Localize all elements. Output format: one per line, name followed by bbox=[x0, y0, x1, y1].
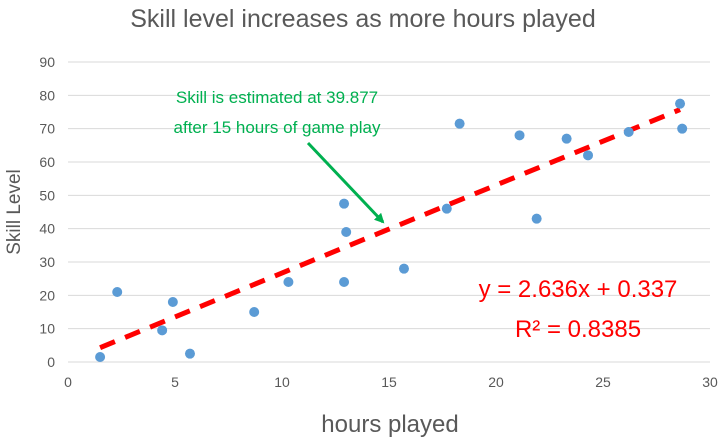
x-tick-labels: 0 5 10 15 20 25 30 bbox=[64, 374, 718, 390]
chart-title: Skill level increases as more hours play… bbox=[130, 5, 596, 33]
data-point bbox=[454, 118, 465, 129]
trendline bbox=[99, 107, 681, 351]
y-tick-label: 0 bbox=[47, 354, 55, 370]
annotation-line-2: after 15 hours of game play bbox=[174, 118, 381, 137]
y-tick-label: 80 bbox=[39, 87, 55, 103]
y-axis-title: Skill Level bbox=[4, 169, 25, 255]
x-tick-label: 10 bbox=[274, 374, 290, 390]
y-tick-label: 20 bbox=[39, 287, 55, 303]
data-point bbox=[249, 307, 260, 317]
data-point bbox=[583, 150, 594, 161]
x-tick-label: 5 bbox=[171, 374, 179, 390]
data-point bbox=[167, 297, 178, 307]
data-point bbox=[398, 263, 409, 274]
gridlines bbox=[68, 61, 710, 330]
data-points bbox=[95, 98, 688, 362]
y-tick-label: 50 bbox=[39, 187, 55, 203]
r-squared-label: R² = 0.8385 bbox=[515, 316, 641, 343]
data-point bbox=[514, 130, 525, 141]
data-point bbox=[112, 287, 123, 297]
data-point bbox=[95, 352, 106, 362]
data-point bbox=[283, 277, 294, 287]
y-tick-label: 90 bbox=[39, 54, 55, 70]
y-tick-labels: 0 10 20 30 40 50 60 70 80 90 bbox=[39, 54, 55, 370]
data-point bbox=[561, 133, 572, 144]
annotation-arrow bbox=[306, 141, 385, 224]
data-point bbox=[675, 98, 686, 109]
data-point bbox=[623, 127, 634, 137]
y-tick-label: 40 bbox=[39, 221, 55, 237]
x-tick-label: 30 bbox=[702, 374, 718, 390]
x-axis-title: hours played bbox=[321, 411, 458, 438]
y-tick-label: 30 bbox=[39, 254, 55, 270]
data-point bbox=[341, 227, 352, 237]
x-tick-label: 0 bbox=[64, 374, 72, 390]
data-point bbox=[184, 348, 195, 359]
y-tick-label: 70 bbox=[39, 121, 55, 137]
y-tick-label: 60 bbox=[39, 154, 55, 170]
data-point bbox=[441, 203, 452, 214]
trendline-equation: y = 2.636x + 0.337 bbox=[479, 276, 678, 303]
x-tick-label: 20 bbox=[488, 374, 504, 390]
x-tick-label: 15 bbox=[381, 374, 397, 390]
data-point bbox=[531, 213, 542, 224]
annotation-line-1: Skill is estimated at 39.877 bbox=[176, 88, 378, 107]
data-point bbox=[157, 325, 168, 336]
y-tick-label: 10 bbox=[39, 321, 55, 337]
data-point bbox=[339, 198, 350, 209]
x-tick-label: 25 bbox=[595, 374, 611, 390]
data-point bbox=[677, 123, 688, 134]
data-point bbox=[339, 277, 350, 287]
